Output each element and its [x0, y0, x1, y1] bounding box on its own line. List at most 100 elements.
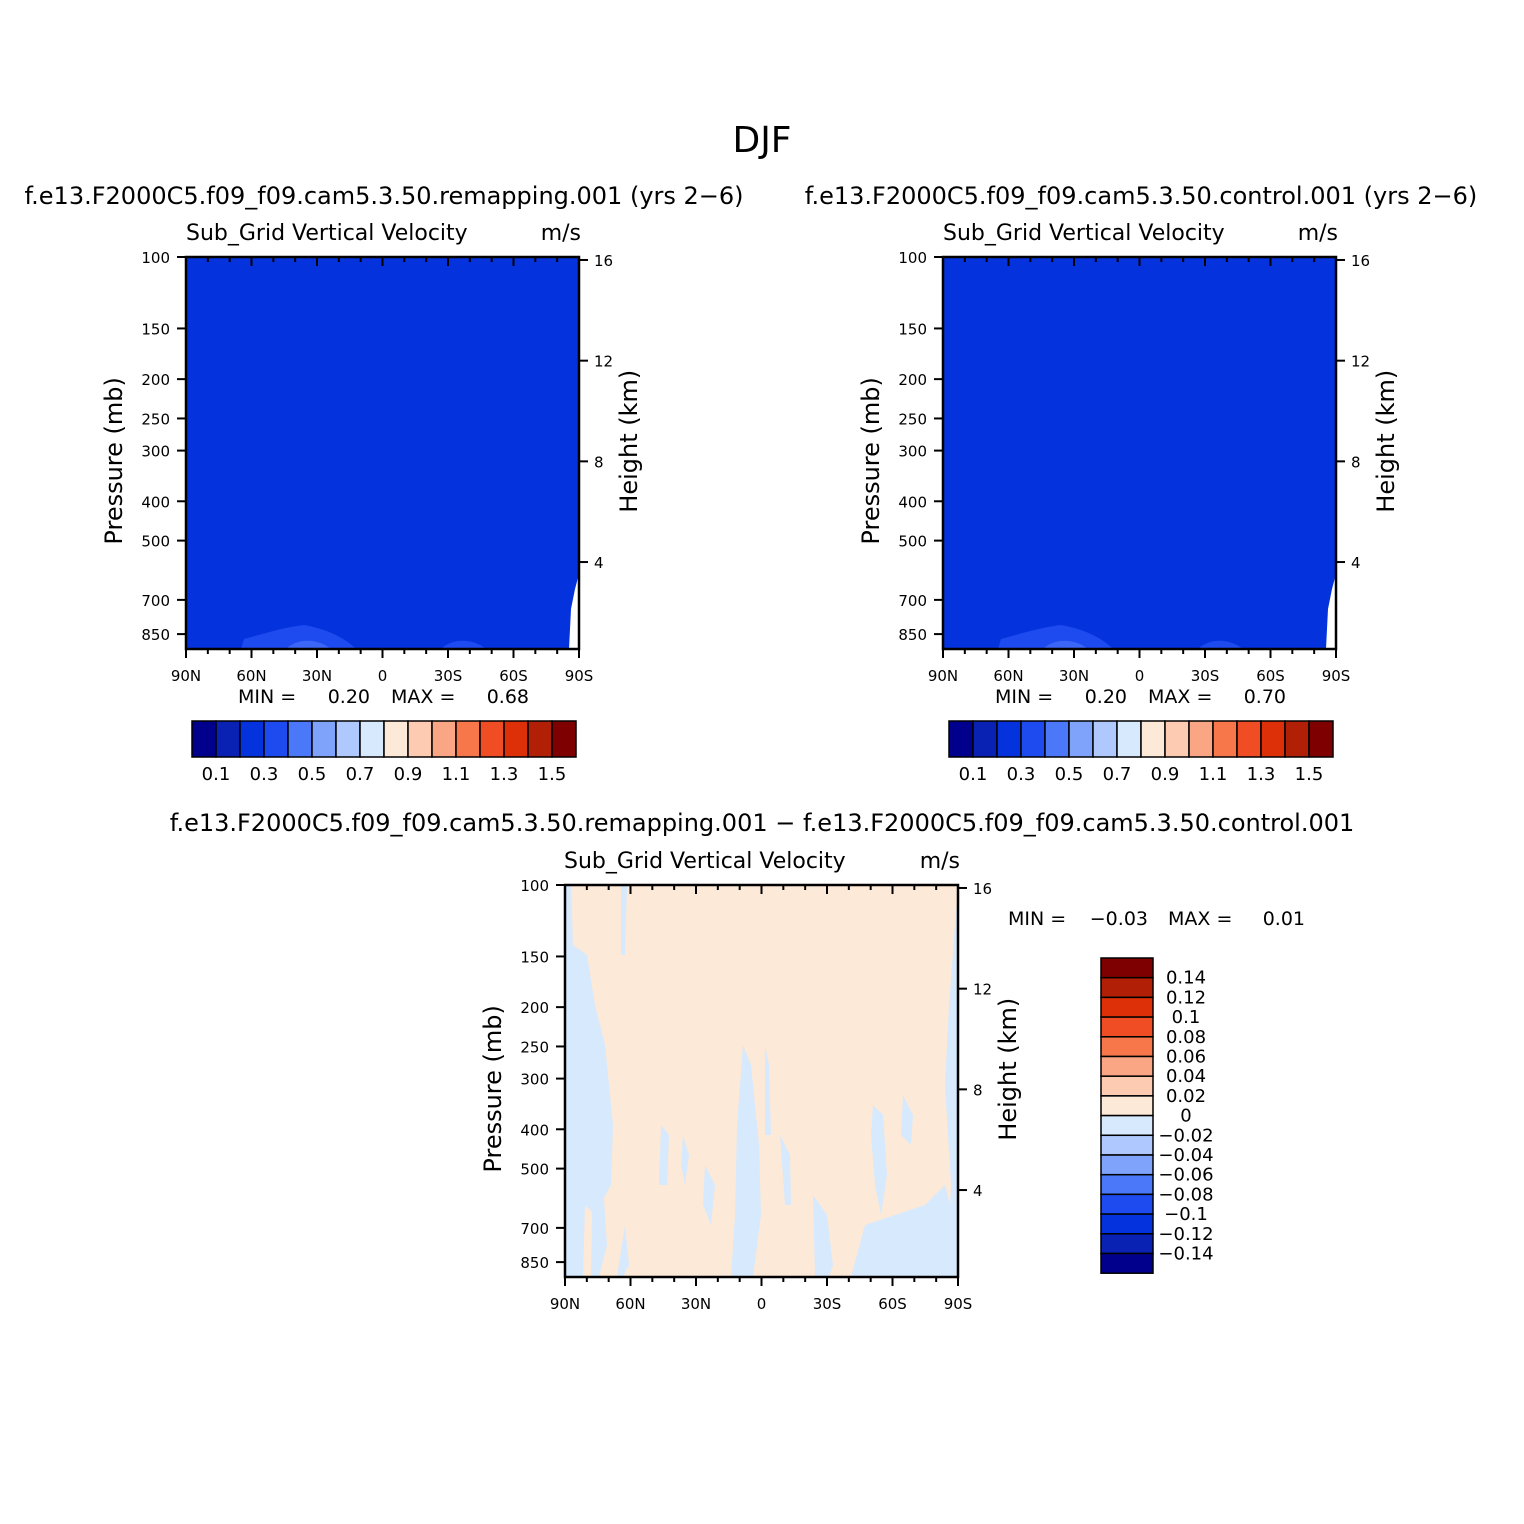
panel2-min-label: MIN =	[995, 686, 1053, 708]
y-tick-label: 500	[141, 533, 170, 551]
colorbar-box	[1100, 1233, 1154, 1255]
x-tick-label: 0	[1135, 667, 1145, 685]
x-tick-label: 90S	[565, 667, 594, 685]
negative-region	[565, 885, 613, 1277]
colorbar-box	[1100, 1055, 1154, 1077]
colorbar-box	[455, 720, 481, 758]
y-tick-label: 100	[520, 877, 549, 895]
y2-tick-label: 8	[973, 1081, 983, 1099]
x-tick-label: 30S	[434, 667, 463, 685]
colorbar-box	[1100, 1252, 1154, 1274]
field-fill	[943, 257, 1336, 649]
missing-region	[569, 574, 579, 649]
colorbar-box	[431, 720, 457, 758]
panel1-max-value: 0.68	[487, 686, 529, 708]
y-tick-label: 300	[141, 443, 170, 461]
colorbar-box	[1100, 1016, 1154, 1038]
colorbar-box	[1100, 1154, 1154, 1176]
y-axis-title: Pressure (mb)	[857, 377, 885, 544]
panel3-units: m/s	[920, 849, 960, 874]
colorbar-label: 0.5	[298, 764, 327, 785]
colorbar-label: 0.04	[1166, 1066, 1206, 1087]
x-tick-label: 0	[757, 1295, 767, 1313]
x-tick-label: 90N	[928, 667, 958, 685]
colorbar-label: −0.06	[1158, 1165, 1213, 1186]
negative-region	[851, 1185, 953, 1277]
x-tick-label: 30N	[681, 1295, 711, 1313]
y-tick-label: 300	[898, 443, 927, 461]
panel3-subtitle: Sub_Grid Vertical Velocity	[564, 849, 846, 874]
colorbar-box	[551, 720, 577, 758]
colorbar-label: −0.1	[1164, 1204, 1208, 1225]
colorbar-label: 0.1	[1172, 1007, 1201, 1028]
x-tick-label: 90N	[550, 1295, 580, 1313]
panel1-subtitle: Sub_Grid Vertical Velocity	[186, 221, 468, 246]
colorbar-box	[1188, 720, 1214, 758]
colorbar-box	[1164, 720, 1190, 758]
colorbar-label: 0.02	[1166, 1086, 1206, 1107]
contour-band	[998, 625, 1113, 649]
contour-band	[286, 640, 331, 649]
y2-tick-label: 16	[1351, 252, 1370, 270]
x-tick-label: 60N	[236, 667, 266, 685]
colorbar-label: −0.08	[1158, 1184, 1213, 1205]
colorbar-box	[1100, 1075, 1154, 1097]
x-tick-label: 60N	[993, 667, 1023, 685]
colorbar-box	[527, 720, 553, 758]
panel2-title: f.e13.F2000C5.f09_f09.cam5.3.50.control.…	[805, 182, 1478, 210]
colorbar-box	[1212, 720, 1238, 758]
colorbar-label: 0.9	[1151, 764, 1180, 785]
panel3-min-label: MIN =	[1008, 908, 1066, 930]
panel1-title: f.e13.F2000C5.f09_f09.cam5.3.50.remappin…	[24, 182, 743, 210]
colorbar-label: 0.1	[959, 764, 988, 785]
y2-tick-label: 12	[594, 353, 613, 371]
negative-region	[659, 1125, 669, 1185]
colorbar-box	[359, 720, 385, 758]
x-tick-label: 30S	[813, 1295, 842, 1313]
colorbar-box	[948, 720, 974, 758]
y-tick-label: 400	[898, 493, 927, 511]
colorbar-box	[1100, 1036, 1154, 1058]
negative-region	[945, 885, 958, 1277]
colorbar-label: 0.9	[394, 764, 423, 785]
y-tick-label: 700	[520, 1220, 549, 1238]
x-tick-label: 60S	[878, 1295, 907, 1313]
colorbar-box	[1100, 1134, 1154, 1156]
y-tick-label: 400	[520, 1121, 549, 1139]
field-fill	[186, 257, 579, 649]
y-tick-label: 250	[898, 410, 927, 428]
panel1-max-label: MAX =	[391, 686, 455, 708]
y2-tick-label: 8	[1351, 453, 1361, 471]
panel1-colorbar: 0.1 0.3 0.5 0.7 0.9 1.1 1.3 1.5	[191, 720, 577, 785]
panel2-subtitle: Sub_Grid Vertical Velocity	[943, 221, 1225, 246]
panel2-units: m/s	[1298, 221, 1338, 246]
colorbar-box	[239, 720, 265, 758]
colorbar-label: 1.1	[442, 764, 471, 785]
colorbar-box	[1100, 1173, 1154, 1196]
y2-tick-label: 8	[594, 453, 604, 471]
x-tick-label: 30N	[302, 667, 332, 685]
contour-band	[1198, 640, 1243, 649]
y-tick-label: 500	[520, 1161, 549, 1179]
colorbar-label: 1.5	[538, 764, 567, 785]
colorbar-box	[1100, 976, 1154, 999]
colorbar-label: −0.04	[1158, 1145, 1213, 1166]
colorbar-label: 0.3	[250, 764, 279, 785]
colorbar-box	[1308, 720, 1334, 758]
colorbar-box	[1092, 720, 1118, 758]
y-tick-label: 100	[141, 249, 170, 267]
colorbar-box	[1236, 720, 1262, 758]
colorbar-box	[407, 720, 433, 758]
colorbar-label: 0.12	[1166, 987, 1206, 1008]
panel2-colorbar: 0.1 0.3 0.5 0.7 0.9 1.1 1.3 1.5	[948, 720, 1334, 785]
colorbar-label: 0.06	[1166, 1047, 1206, 1068]
y-axis-title: Pressure (mb)	[100, 377, 128, 544]
colorbar-box	[1284, 720, 1310, 758]
panel1-min-value: 0.20	[328, 686, 370, 708]
colorbar-box	[1260, 720, 1286, 758]
y-tick-label: 200	[898, 371, 927, 389]
colorbar-label: 0.7	[346, 764, 375, 785]
negative-region	[731, 1045, 761, 1277]
colorbar-label: 0.7	[1103, 764, 1132, 785]
panel3-colorbar: 0.140.120.10.080.060.040.020−0.02−0.04−0…	[1100, 957, 1214, 1274]
